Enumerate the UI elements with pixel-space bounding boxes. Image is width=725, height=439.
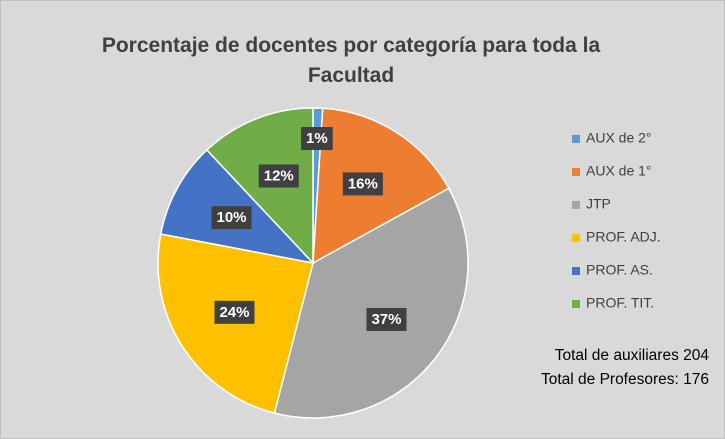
legend-label: PROF. TIT.	[586, 295, 654, 311]
data-label: 12%	[258, 164, 299, 188]
data-label-text: 37%	[371, 311, 401, 328]
data-label-text: 12%	[264, 167, 294, 184]
data-label-text: 1%	[306, 130, 328, 147]
data-label-box	[211, 206, 252, 230]
data-label-text: 16%	[348, 175, 378, 192]
legend-marker	[572, 135, 580, 143]
legend-label: AUX de 1°	[586, 163, 652, 179]
pie-slice	[273, 187, 469, 419]
legend-label: PROF. AS.	[586, 262, 653, 278]
annotation: Total de Profesores: 176	[541, 371, 709, 388]
data-label: 16%	[342, 172, 383, 196]
data-label-box	[214, 300, 255, 324]
data-label-box	[301, 127, 333, 151]
annotation: Total de auxiliares 204	[555, 347, 710, 364]
legend-marker	[572, 300, 580, 308]
data-label: 10%	[211, 206, 252, 230]
legend-marker	[572, 168, 580, 176]
legend-label: PROF. ADJ.	[586, 229, 661, 245]
data-label-text: 10%	[216, 209, 246, 226]
data-label: 24%	[214, 300, 255, 324]
data-label: 1%	[301, 127, 333, 151]
legend-marker	[572, 234, 580, 242]
legend-label: JTP	[586, 196, 611, 212]
legend-marker	[572, 267, 580, 275]
data-label: 37%	[366, 307, 407, 331]
legend-label: AUX de 2°	[586, 130, 652, 146]
chart-title: Porcentaje de docentes por categoría par…	[101, 34, 601, 87]
data-label-text: 24%	[219, 304, 249, 321]
data-label-box	[258, 164, 299, 188]
data-label-box	[366, 307, 407, 331]
legend-marker	[572, 201, 580, 209]
data-label-box	[342, 172, 383, 196]
